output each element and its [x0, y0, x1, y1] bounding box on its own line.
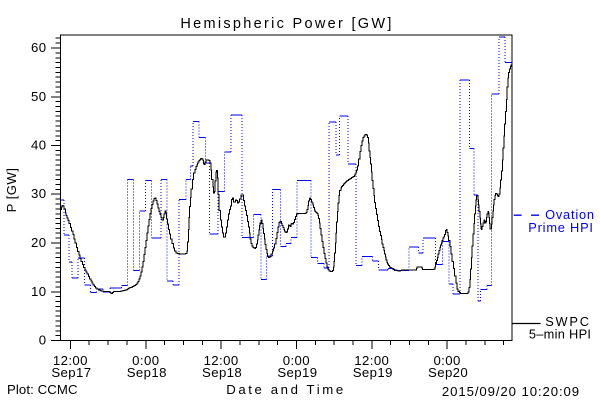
- svg-text:0:00: 0:00: [132, 353, 159, 368]
- svg-text:Sep17: Sep17: [51, 365, 91, 380]
- svg-text:60: 60: [31, 40, 46, 55]
- svg-text:2015/09/20 10:20:09: 2015/09/20 10:20:09: [442, 384, 580, 399]
- svg-text:Ovation: Ovation: [545, 207, 595, 222]
- svg-text:10: 10: [31, 284, 46, 299]
- svg-text:Plot: CCMC: Plot: CCMC: [7, 382, 78, 397]
- svg-text:40: 40: [31, 138, 46, 153]
- svg-text:Sep18: Sep18: [127, 365, 167, 380]
- svg-text:Sep20: Sep20: [428, 365, 468, 380]
- svg-text:Date and Time: Date and Time: [226, 382, 346, 397]
- svg-text:30: 30: [31, 186, 46, 201]
- svg-text:0:00: 0:00: [283, 353, 310, 368]
- svg-text:0:00: 0:00: [433, 353, 460, 368]
- svg-text:12:00: 12:00: [53, 353, 88, 368]
- svg-text:Sep19: Sep19: [277, 365, 317, 380]
- svg-text:5–min HPI: 5–min HPI: [529, 327, 591, 342]
- svg-text:20: 20: [31, 235, 46, 250]
- svg-text:Prime HPI: Prime HPI: [528, 220, 594, 235]
- svg-text:Sep18: Sep18: [202, 365, 242, 380]
- svg-text:Hemispheric Power [GW]: Hemispheric Power [GW]: [180, 16, 393, 32]
- svg-text:50: 50: [31, 89, 46, 104]
- svg-text:12:00: 12:00: [204, 353, 239, 368]
- svg-text:Sep19: Sep19: [353, 365, 393, 380]
- svg-text:0: 0: [39, 333, 47, 348]
- svg-text:12:00: 12:00: [354, 353, 389, 368]
- svg-text:P [GW]: P [GW]: [4, 168, 19, 213]
- svg-text:SWPC: SWPC: [545, 314, 591, 329]
